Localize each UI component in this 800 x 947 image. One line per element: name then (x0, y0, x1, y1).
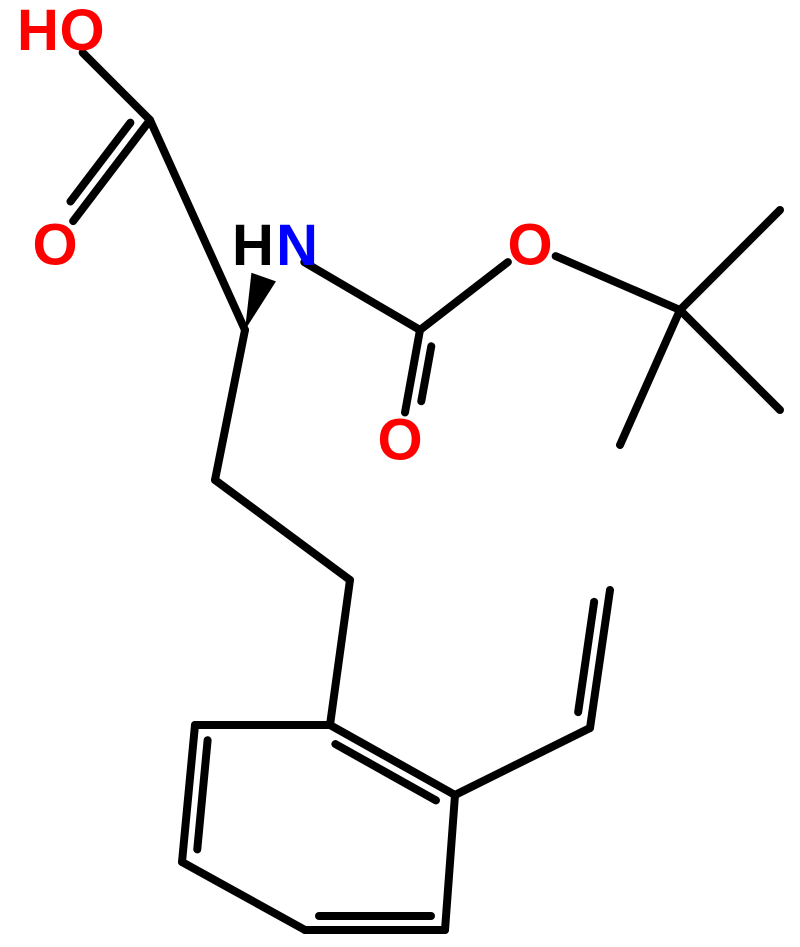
atom-O_dbl: O (32, 213, 77, 278)
atom-O_ester: O (507, 213, 552, 278)
atom-N: HN (232, 213, 318, 278)
svg-text:O: O (377, 408, 422, 473)
svg-text:HN: HN (232, 213, 318, 278)
molecule-diagram: HO O HN O O (0, 0, 800, 947)
svg-text:HO: HO (17, 0, 105, 63)
atom-OH_top: HO (17, 0, 105, 63)
atom-O_carb: O (377, 408, 422, 473)
svg-text:O: O (32, 213, 77, 278)
svg-text:O: O (507, 213, 552, 278)
